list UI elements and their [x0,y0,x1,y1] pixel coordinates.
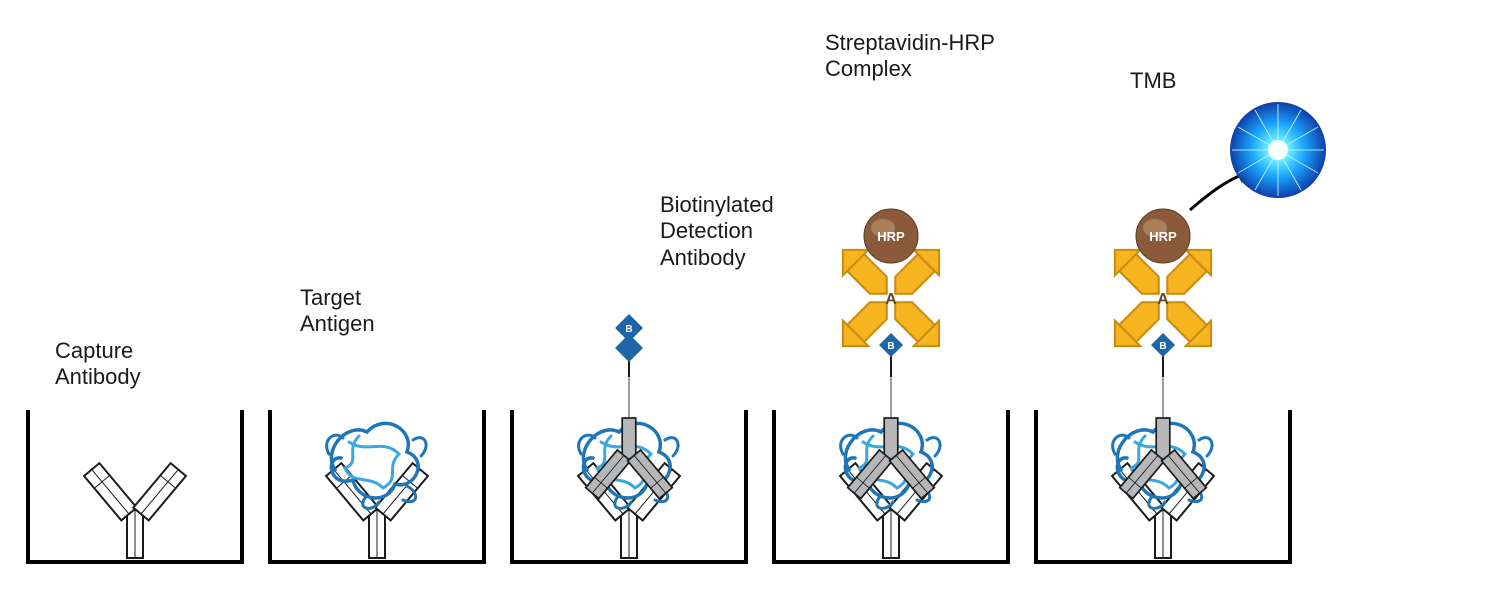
biotin-letter: B [1159,341,1166,352]
panel-5-svg: A B HRP [1028,30,1468,570]
hrp-text: HRP [1149,229,1177,244]
biotin-icon: B [1151,333,1175,357]
elisa-diagram: Capture Antibody Target Antigen Biotinyl… [0,0,1500,600]
panel-5-tmb: A B HRP [1028,30,1468,570]
tmb-glow-icon [1230,102,1326,198]
capture-antibody-icon [84,463,186,558]
biotin-letter: B [887,341,894,352]
panel-2-svg [262,310,492,570]
panel-3-detection: B [504,190,754,570]
tmb-arrow [1190,173,1246,210]
panel-4-streptavidin: A B HRP [766,70,1016,570]
hrp-icon: HRP [864,209,918,263]
panel-2-antigen [262,310,492,570]
panel-4-svg: A B HRP [766,70,1016,570]
panel-3-svg: B [504,190,754,570]
biotin-letter: B [625,324,632,335]
panel-1-svg [20,390,250,570]
hrp-text: HRP [877,229,905,244]
panel-1-capture [20,390,250,570]
streptavidin-letter: A [1157,291,1169,308]
label-capture-antibody: Capture Antibody [55,338,141,391]
biotin-icon: B [879,333,903,357]
biotin-icon: B [615,314,643,362]
hrp-icon: HRP [1136,209,1190,263]
streptavidin-letter: A [885,291,897,308]
